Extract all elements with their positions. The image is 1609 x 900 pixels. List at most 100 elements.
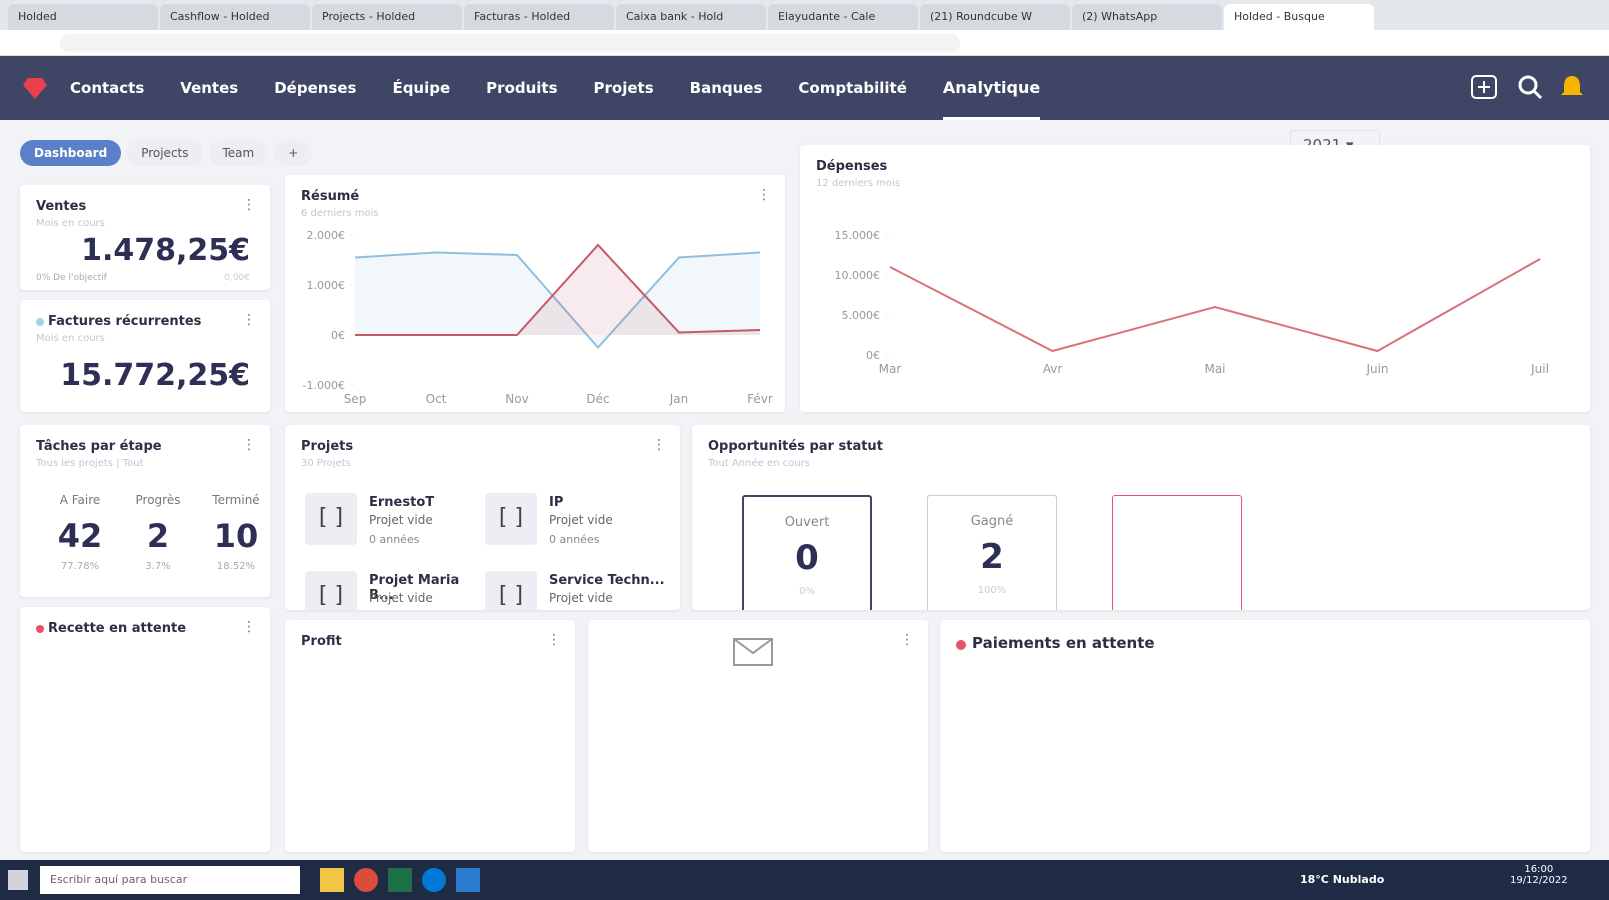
card-menu[interactable]: ⋮ <box>652 437 666 453</box>
nav-item[interactable]: Dépenses <box>274 79 357 97</box>
dashboard-tab[interactable]: Projects <box>127 140 203 166</box>
project-status: Projet vide <box>369 513 433 527</box>
taskbar-search[interactable]: Escribir aquí para buscar <box>40 866 300 894</box>
y-tick-label: 10.000€ <box>835 269 881 282</box>
notifications-button[interactable] <box>1561 76 1583 95</box>
status-dot <box>36 318 44 326</box>
step: A Faire 42 77.78% <box>30 493 130 572</box>
project-status: Projet vide <box>549 591 613 605</box>
x-tick-label: Jan <box>669 392 689 406</box>
nav-item[interactable]: Analytique <box>942 56 1041 120</box>
step-share: 18.52% <box>216 561 256 572</box>
status-count: 2 <box>980 537 1004 577</box>
nav-item[interactable]: Ventes <box>180 79 239 97</box>
card-menu[interactable]: ⋮ <box>242 197 256 213</box>
browser-tab[interactable]: Facturas - Holded <box>464 4 614 30</box>
card-menu[interactable]: ⋮ <box>242 619 256 635</box>
browser-tab[interactable]: Holded <box>8 4 158 30</box>
dashboard-tab[interactable]: Team <box>208 140 269 166</box>
browser-tab[interactable]: Elayudante - Cale <box>768 4 918 30</box>
y-tick-label: 0€ <box>331 329 345 342</box>
card-title: Résumé <box>301 189 360 204</box>
card-menu[interactable]: ⋮ <box>242 312 256 328</box>
dashboard-tab[interactable]: + <box>274 140 313 166</box>
search-button[interactable] <box>1518 75 1538 95</box>
add-button[interactable] <box>1471 75 1497 99</box>
project[interactable]: [ ] IP Projet vide 0 années <box>485 493 665 563</box>
dashboard-tab[interactable]: Dashboard <box>20 140 122 166</box>
nav-item[interactable]: Projets <box>593 79 654 97</box>
resume-chart: 2.000€ 1.000€ 0€ -1.000€Sep Oct Nov Déc Jan Févr <box>303 229 773 406</box>
browser-tab[interactable]: Projects - Holded <box>312 4 462 30</box>
status-share: 0% <box>799 586 815 597</box>
status-count: 0 <box>795 538 819 578</box>
x-tick-label: Avr <box>1043 362 1063 376</box>
card-title: Factures récurrentes <box>48 314 202 329</box>
address-bar <box>0 30 1609 56</box>
start-button[interactable] <box>8 870 28 890</box>
amount: 1.478,25€ <box>81 233 250 268</box>
step-label: A Faire <box>59 493 101 507</box>
card-menu[interactable]: ⋮ <box>242 437 256 453</box>
app-icon[interactable] <box>456 868 480 892</box>
clock: 16:00 19/12/2022 <box>1510 864 1568 886</box>
taches-card: Tâches par étape Tous les projets | Tout… <box>20 425 270 597</box>
app-icon[interactable] <box>388 868 412 892</box>
project-duration: 0 années <box>369 533 420 546</box>
step-share: 77.78% <box>60 561 100 572</box>
y-tick-label: 1.000€ <box>307 279 346 292</box>
step-count: 42 <box>57 517 103 555</box>
project-name: Projet Maria B... <box>369 573 460 603</box>
card-title: Recette en attente <box>48 621 187 636</box>
nav-item[interactable]: Équipe <box>392 79 451 97</box>
card-menu[interactable]: ⋮ <box>547 632 561 648</box>
browser-tab[interactable]: (21) Roundcube W <box>920 4 1070 30</box>
project[interactable]: [ ] ErnestoT Projet vide 0 années <box>305 493 485 563</box>
project-status: Projet vide <box>549 513 613 527</box>
url-field[interactable] <box>60 34 960 52</box>
recette-card: Recette en attente ⋮ <box>20 607 270 852</box>
taskbar-apps <box>320 868 480 892</box>
card-title: Projets <box>301 439 354 454</box>
card-subtitle: 12 derniers mois <box>816 178 900 189</box>
step-label: Terminé <box>212 493 260 507</box>
nav-item[interactable]: Banques <box>689 79 763 97</box>
step: Progrès 2 3.7% <box>108 493 208 572</box>
x-tick-label: Oct <box>426 392 447 406</box>
app-icon[interactable] <box>422 868 446 892</box>
browser-tab[interactable]: (2) WhatsApp <box>1072 4 1222 30</box>
browser-tab[interactable]: Caixa bank - Hold <box>616 4 766 30</box>
goal: 0% De l'objectif <box>36 273 107 283</box>
project-name: IP <box>549 495 564 510</box>
nav-item[interactable]: Contacts <box>70 79 145 97</box>
status-box: Ouvert 0 0% <box>742 495 872 610</box>
logo[interactable] <box>22 76 48 100</box>
nav-item[interactable]: Comptabilité <box>798 79 907 97</box>
x-tick-label: Févr <box>747 392 773 406</box>
paiements-card: Paiements en attente <box>940 620 1590 852</box>
card-menu[interactable]: ⋮ <box>900 632 914 648</box>
main-nav: Contacts Ventes Dépenses Équipe Produits Proj… <box>70 56 1041 120</box>
nav-item[interactable]: Produits <box>486 79 558 97</box>
status-label: Ouvert <box>784 515 830 530</box>
app-icon[interactable] <box>320 868 344 892</box>
project[interactable]: [ ] Projet Maria B... Projet vide <box>305 571 485 610</box>
status-dot <box>36 625 44 633</box>
y-tick-label: 5.000€ <box>842 309 881 322</box>
project-icon: [ ] <box>485 493 537 545</box>
project[interactable]: [ ] Service Techn... Projet vide <box>485 571 665 610</box>
step-label: Progrès <box>135 493 181 507</box>
project-icon: [ ] <box>305 571 357 610</box>
opportunites-card: Opportunités par statut Tout Année en co… <box>692 425 1590 610</box>
browser-tab[interactable]: Cashflow - Holded <box>160 4 310 30</box>
project-icon: [ ] <box>485 571 537 610</box>
app-icon[interactable] <box>354 868 378 892</box>
project-icon: [ ] <box>305 493 357 545</box>
card-menu[interactable]: ⋮ <box>757 187 771 203</box>
step: Terminé 10 18.52% <box>186 493 286 572</box>
y-tick-label: 0€ <box>866 349 880 362</box>
x-tick-label: Nov <box>505 392 528 406</box>
card-title: Paiements en attente <box>972 634 1155 652</box>
line <box>889 258 1541 353</box>
browser-tab[interactable]: Holded - Busque <box>1224 4 1374 30</box>
